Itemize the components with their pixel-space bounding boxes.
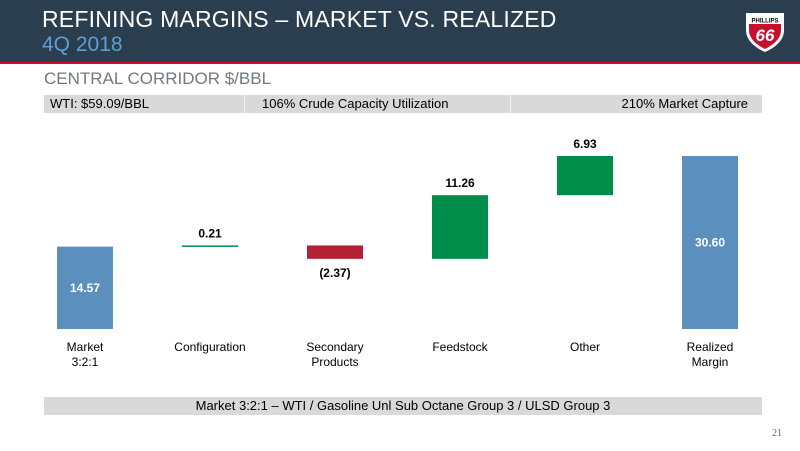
waterfall-bar	[682, 156, 738, 329]
page-period: 4Q 2018	[42, 33, 123, 56]
data-label: (2.37)	[319, 266, 350, 280]
category-label: Realized Margin	[687, 340, 734, 369]
page-title: REFINING MARGINS – MARKET VS. REALIZED	[42, 6, 557, 32]
info-divider	[510, 95, 511, 113]
info-bar: WTI: $59.09/BBL 106% Crude Capacity Util…	[44, 95, 762, 113]
header-accent-line	[0, 62, 800, 64]
waterfall-bar	[557, 156, 613, 196]
data-label: 14.57	[70, 281, 100, 295]
info-divider	[244, 95, 245, 113]
waterfall-bar	[57, 246, 113, 329]
waterfall-bar	[182, 245, 238, 247]
category-label: Market 3:2:1	[67, 340, 104, 369]
logo-number: 66	[756, 26, 775, 45]
category-label: Feedstock	[432, 340, 488, 354]
section-subtitle: CENTRAL CORRIDOR $/BBL	[44, 69, 272, 88]
data-label: 0.21	[198, 226, 222, 240]
category-label: Configuration	[174, 340, 245, 354]
phillips-66-logo: PHILLIPS 66	[746, 13, 784, 52]
data-label: 30.60	[695, 236, 725, 250]
page-number: 21	[772, 428, 782, 439]
data-label: 11.26	[445, 176, 475, 190]
waterfall-bar	[307, 245, 363, 259]
crude-utilization: 106% Crude Capacity Utilization	[262, 96, 449, 111]
wti-price: WTI: $59.09/BBL	[50, 96, 149, 111]
header-bar: REFINING MARGINS – MARKET VS. REALIZED 4…	[0, 0, 800, 62]
data-label: 6.93	[573, 137, 597, 151]
footnote-bar: Market 3:2:1 – WTI / Gasoline Unl Sub Oc…	[44, 397, 762, 415]
category-label: Other	[570, 340, 600, 354]
category-label: Secondary Products	[306, 340, 363, 369]
market-capture: 210% Market Capture	[621, 96, 748, 111]
waterfall-bar	[432, 195, 488, 259]
logo-top-text: PHILLIPS	[751, 19, 778, 25]
